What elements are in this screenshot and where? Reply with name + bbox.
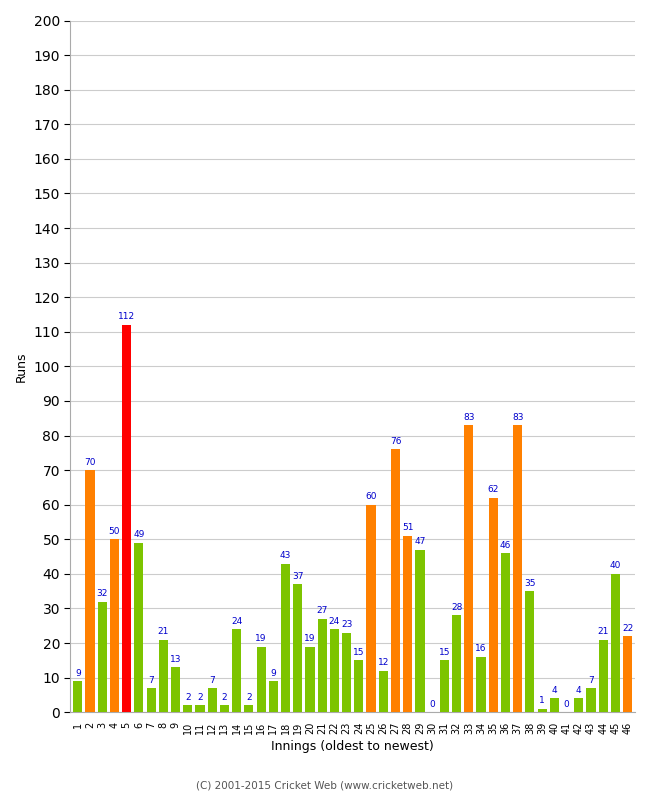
- Bar: [281, 563, 290, 712]
- Text: 7: 7: [588, 675, 594, 685]
- Bar: [440, 660, 449, 712]
- Text: 62: 62: [488, 486, 499, 494]
- Bar: [415, 550, 424, 712]
- Text: 12: 12: [378, 658, 389, 667]
- Bar: [98, 602, 107, 712]
- Text: 13: 13: [170, 655, 181, 664]
- Text: 4: 4: [552, 686, 557, 695]
- Bar: [318, 619, 327, 712]
- Bar: [232, 630, 241, 712]
- Text: 51: 51: [402, 523, 413, 532]
- Text: 37: 37: [292, 572, 304, 581]
- Text: 21: 21: [597, 627, 609, 636]
- Text: 35: 35: [524, 578, 536, 588]
- Text: 19: 19: [255, 634, 267, 643]
- Bar: [183, 706, 192, 712]
- Bar: [391, 450, 400, 712]
- Bar: [501, 553, 510, 712]
- Bar: [476, 657, 486, 712]
- Text: 15: 15: [439, 648, 450, 657]
- Bar: [452, 615, 461, 712]
- Text: 47: 47: [414, 538, 426, 546]
- Text: 2: 2: [185, 693, 190, 702]
- Text: 60: 60: [365, 492, 377, 502]
- Bar: [538, 709, 547, 712]
- Bar: [599, 639, 608, 712]
- Text: 27: 27: [317, 606, 328, 615]
- Bar: [122, 325, 131, 712]
- Text: 32: 32: [97, 589, 108, 598]
- Bar: [268, 681, 278, 712]
- Bar: [525, 591, 534, 712]
- Text: 2: 2: [197, 693, 203, 702]
- Bar: [146, 688, 156, 712]
- Y-axis label: Runs: Runs: [15, 351, 28, 382]
- Text: 16: 16: [475, 645, 487, 654]
- Bar: [110, 539, 119, 712]
- Text: 4: 4: [576, 686, 582, 695]
- Text: 23: 23: [341, 620, 352, 630]
- Bar: [171, 667, 180, 712]
- Bar: [379, 670, 388, 712]
- Text: 15: 15: [353, 648, 365, 657]
- Bar: [306, 646, 315, 712]
- Text: 112: 112: [118, 312, 135, 322]
- Text: 24: 24: [231, 617, 242, 626]
- Text: 21: 21: [158, 627, 169, 636]
- Text: 19: 19: [304, 634, 316, 643]
- Text: 70: 70: [84, 458, 96, 466]
- Bar: [403, 536, 412, 712]
- Text: 7: 7: [148, 675, 154, 685]
- Text: 83: 83: [463, 413, 474, 422]
- Text: 40: 40: [610, 562, 621, 570]
- Bar: [354, 660, 363, 712]
- Bar: [159, 639, 168, 712]
- Text: (C) 2001-2015 Cricket Web (www.cricketweb.net): (C) 2001-2015 Cricket Web (www.cricketwe…: [196, 781, 454, 790]
- Bar: [207, 688, 217, 712]
- Bar: [85, 470, 95, 712]
- Bar: [574, 698, 583, 712]
- Text: 22: 22: [622, 624, 633, 633]
- Text: 2: 2: [246, 693, 252, 702]
- Text: 0: 0: [429, 700, 435, 709]
- Bar: [196, 706, 205, 712]
- Bar: [220, 706, 229, 712]
- Bar: [489, 498, 498, 712]
- Text: 2: 2: [222, 693, 227, 702]
- X-axis label: Innings (oldest to newest): Innings (oldest to newest): [271, 740, 434, 753]
- Text: 9: 9: [270, 669, 276, 678]
- Text: 1: 1: [540, 696, 545, 706]
- Text: 0: 0: [564, 700, 569, 709]
- Text: 83: 83: [512, 413, 523, 422]
- Bar: [330, 630, 339, 712]
- Bar: [244, 706, 254, 712]
- Bar: [367, 505, 376, 712]
- Text: 24: 24: [329, 617, 340, 626]
- Bar: [464, 425, 473, 712]
- Bar: [586, 688, 595, 712]
- Text: 46: 46: [500, 541, 511, 550]
- Bar: [257, 646, 266, 712]
- Text: 7: 7: [209, 675, 215, 685]
- Text: 9: 9: [75, 669, 81, 678]
- Text: 28: 28: [451, 603, 462, 612]
- Text: 76: 76: [390, 437, 401, 446]
- Bar: [73, 681, 83, 712]
- Bar: [550, 698, 559, 712]
- Bar: [611, 574, 620, 712]
- Bar: [342, 633, 351, 712]
- Text: 49: 49: [133, 530, 144, 539]
- Bar: [135, 542, 144, 712]
- Bar: [623, 636, 632, 712]
- Text: 50: 50: [109, 527, 120, 536]
- Bar: [293, 584, 302, 712]
- Text: 43: 43: [280, 551, 291, 560]
- Bar: [513, 425, 523, 712]
